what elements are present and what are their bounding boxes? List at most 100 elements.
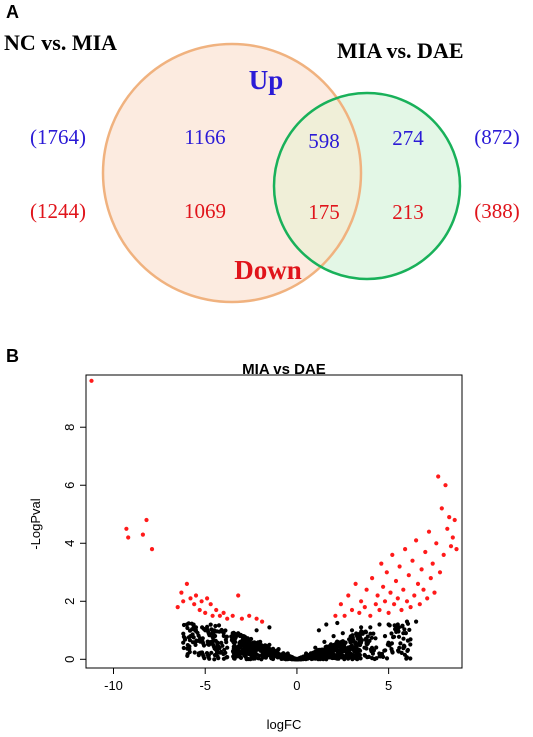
nonsignificant-gene-point — [396, 649, 401, 654]
nonsignificant-gene-point — [324, 644, 329, 649]
significant-gene-point — [362, 605, 367, 610]
nonsignificant-gene-point — [224, 634, 229, 639]
significant-gene-point — [408, 605, 413, 610]
nonsignificant-gene-point — [368, 647, 373, 652]
significant-gene-point — [188, 596, 193, 601]
nonsignificant-gene-point — [234, 633, 239, 638]
nonsignificant-gene-point — [243, 654, 248, 660]
nonsignificant-gene-point — [239, 634, 244, 639]
y-tick-label: 6 — [62, 482, 77, 489]
nonsignificant-gene-point — [275, 651, 280, 656]
nonsignificant-gene-point — [348, 651, 353, 656]
nonsignificant-gene-point — [249, 636, 254, 642]
significant-gene-point — [199, 599, 204, 604]
nonsignificant-gene-point — [271, 654, 277, 659]
nonsignificant-gene-point — [188, 634, 193, 639]
nonsignificant-gene-point — [355, 653, 361, 659]
nonsignificant-gene-point — [378, 654, 383, 659]
nonsignificant-gene-point — [407, 627, 412, 633]
significant-gene-point — [126, 535, 131, 540]
significant-gene-point — [419, 567, 424, 572]
significant-gene-point — [349, 607, 355, 613]
significant-gene-point — [175, 605, 180, 610]
significant-gene-point — [421, 587, 426, 592]
significant-gene-point — [239, 616, 244, 621]
left-only-up-count: 1166 — [184, 125, 225, 149]
nonsignificant-gene-point — [349, 628, 355, 633]
panel-a-letter: A — [6, 2, 19, 22]
left-down-total: (1244) — [30, 199, 86, 223]
nonsignificant-gene-point — [354, 631, 359, 636]
nonsignificant-gene-point — [276, 647, 281, 652]
nonsignificant-gene-point — [280, 654, 285, 659]
nonsignificant-gene-point — [294, 657, 299, 662]
nonsignificant-gene-point — [389, 641, 394, 646]
nonsignificant-gene-point — [318, 652, 323, 657]
significant-gene-point — [342, 613, 347, 618]
nonsignificant-gene-point — [234, 652, 240, 657]
nonsignificant-gene-point — [202, 656, 207, 661]
nonsignificant-gene-point — [246, 651, 251, 657]
data-points — [89, 378, 459, 662]
significant-gene-point — [397, 564, 402, 569]
significant-gene-point — [368, 613, 373, 618]
significant-gene-point — [441, 552, 446, 558]
nonsignificant-gene-point — [382, 634, 388, 639]
significant-gene-point — [89, 378, 94, 383]
y-tick-label: 2 — [62, 598, 77, 605]
significant-gene-point — [388, 590, 393, 595]
nonsignificant-gene-point — [252, 654, 257, 659]
nonsignificant-gene-point — [194, 638, 199, 643]
nonsignificant-gene-point — [181, 645, 186, 651]
nonsignificant-gene-point — [198, 639, 203, 644]
nonsignificant-gene-point — [384, 656, 390, 661]
nonsignificant-gene-point — [270, 647, 275, 652]
nonsignificant-gene-point — [316, 628, 321, 633]
significant-gene-point — [454, 547, 459, 552]
nonsignificant-gene-point — [249, 647, 254, 652]
nonsignificant-gene-point — [181, 631, 186, 636]
nonsignificant-gene-point — [220, 643, 225, 648]
significant-gene-point — [399, 607, 404, 613]
set-right-title: MIA vs. DAE — [337, 38, 464, 63]
nonsignificant-gene-point — [184, 622, 189, 627]
significant-gene-point — [179, 590, 184, 595]
nonsignificant-gene-point — [218, 650, 223, 655]
nonsignificant-gene-point — [221, 656, 226, 661]
panel-b-letter: B — [6, 346, 19, 366]
nonsignificant-gene-point — [216, 623, 222, 628]
nonsignificant-gene-point — [229, 638, 234, 643]
nonsignificant-gene-point — [225, 655, 230, 660]
significant-gene-point — [430, 561, 435, 566]
nonsignificant-gene-point — [185, 643, 190, 648]
significant-gene-point — [417, 602, 422, 607]
nonsignificant-gene-point — [229, 634, 234, 639]
significant-gene-point — [205, 596, 210, 601]
nonsignificant-gene-point — [193, 628, 198, 634]
nonsignificant-gene-point — [358, 656, 363, 661]
significant-gene-point — [346, 593, 351, 598]
significant-gene-point — [439, 506, 444, 511]
significant-gene-point — [236, 593, 241, 598]
nonsignificant-gene-point — [249, 643, 254, 648]
nonsignificant-gene-point — [233, 639, 238, 645]
significant-gene-point — [370, 576, 375, 581]
significant-gene-point — [448, 544, 454, 549]
nonsignificant-gene-point — [396, 634, 402, 639]
significant-gene-point — [221, 610, 226, 616]
nonsignificant-gene-point — [401, 646, 406, 651]
nonsignificant-gene-point — [389, 647, 394, 652]
nonsignificant-gene-point — [310, 650, 316, 656]
nonsignificant-gene-point — [402, 652, 407, 657]
down-label: Down — [234, 255, 302, 285]
nonsignificant-gene-point — [392, 634, 397, 639]
nonsignificant-gene-point — [373, 636, 378, 641]
significant-gene-point — [403, 547, 408, 552]
nonsignificant-gene-point — [383, 648, 388, 653]
significant-gene-point — [434, 541, 439, 546]
y-tick-label: 8 — [62, 424, 77, 431]
up-label: Up — [249, 65, 284, 95]
nonsignificant-gene-point — [404, 656, 409, 661]
nonsignificant-gene-point — [196, 633, 201, 638]
nonsignificant-gene-point — [341, 640, 347, 645]
